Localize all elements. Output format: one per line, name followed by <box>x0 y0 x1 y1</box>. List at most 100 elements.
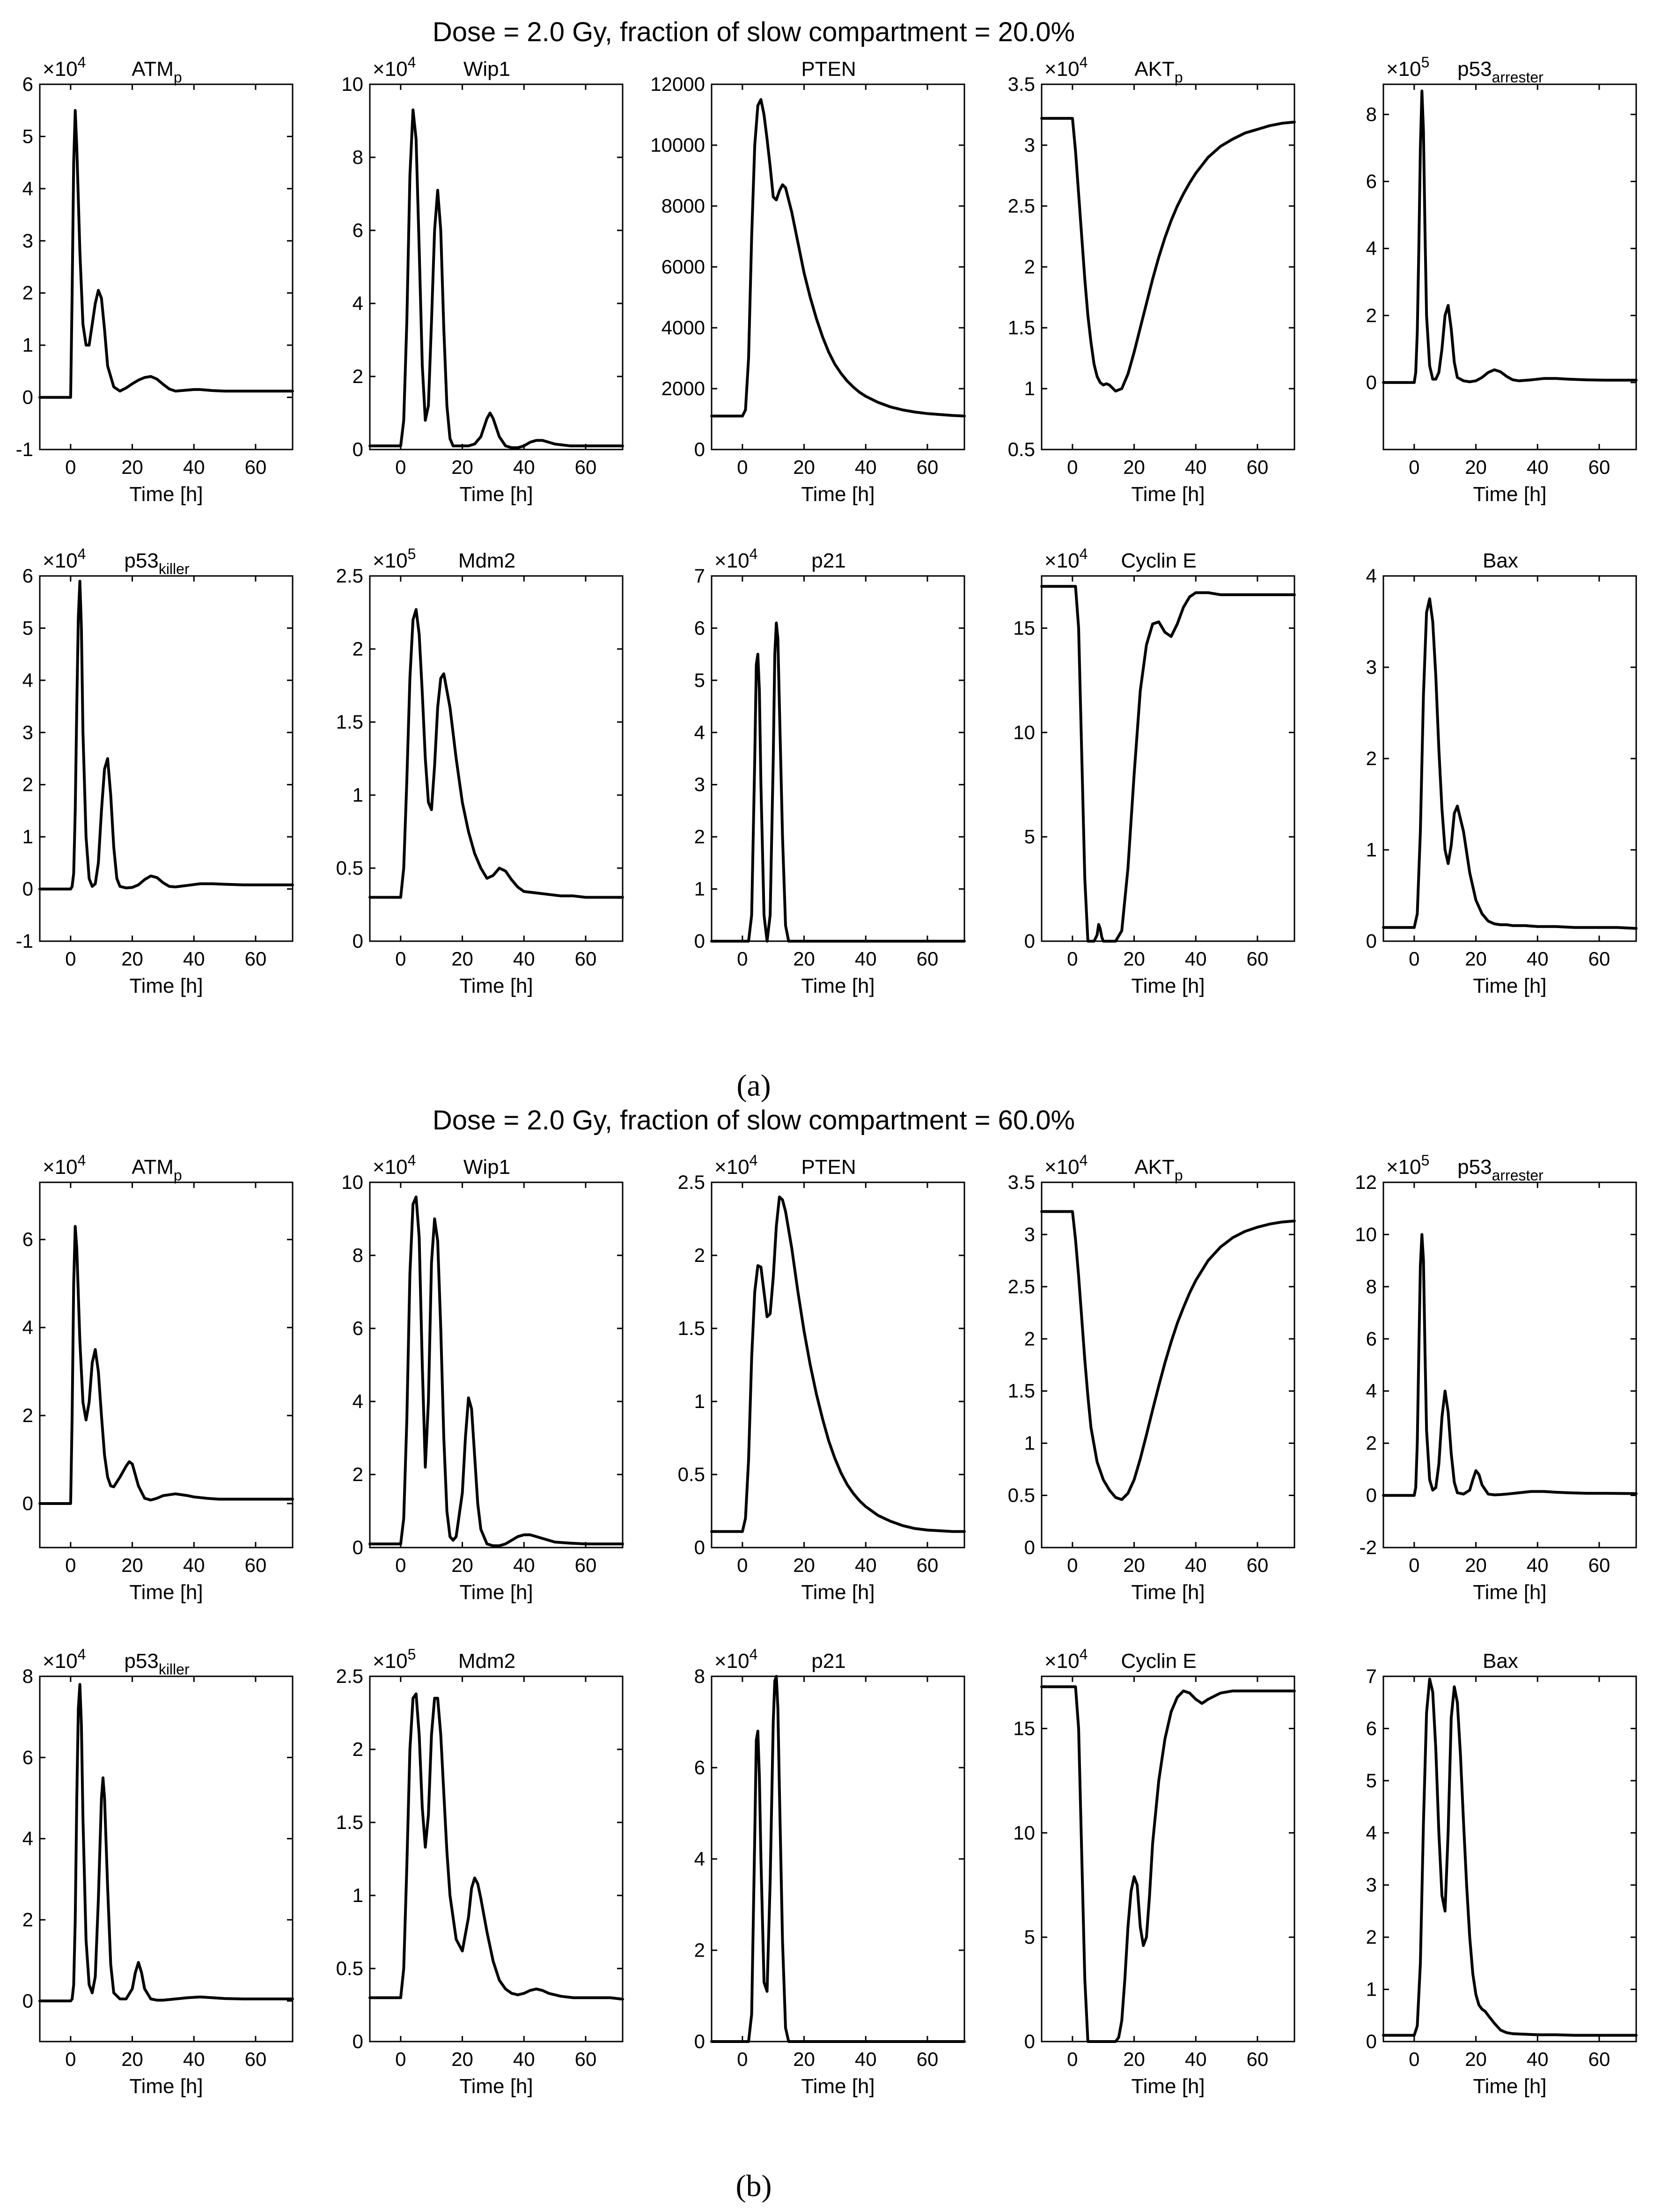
x-tick-label: 20 <box>121 948 143 970</box>
y-tick-label: 6 <box>1366 1717 1377 1739</box>
exponent-label: ×104 <box>1044 54 1088 81</box>
x-axis-label: Time [h] <box>129 483 203 506</box>
x-tick-label: 20 <box>1465 456 1487 478</box>
y-tick-label: 6 <box>22 1746 33 1768</box>
x-tick-label: 0 <box>1067 2048 1078 2070</box>
exponent-label: ×104 <box>1044 546 1088 572</box>
y-tick-label: 1 <box>694 1390 705 1412</box>
x-tick-label: 40 <box>513 1554 535 1576</box>
x-tick-label: 60 <box>1247 2048 1269 2070</box>
x-tick-label: 60 <box>1588 948 1610 970</box>
axes-frame <box>711 1675 965 2042</box>
x-tick-label: 40 <box>183 2048 205 2070</box>
x-tick-label: 60 <box>575 948 597 970</box>
y-tick-label: 2.5 <box>336 565 363 587</box>
series-line <box>710 1195 966 1533</box>
y-tick-label: 0 <box>353 2030 363 2052</box>
axes-frame <box>369 1181 624 1548</box>
exponent-label: ×105 <box>1386 1152 1429 1179</box>
y-tick-label: 1 <box>22 826 33 848</box>
x-tick-label: 40 <box>1185 456 1207 478</box>
y-tick-label: 2 <box>1366 747 1377 769</box>
y-tick-label: 3.5 <box>1008 1171 1035 1193</box>
y-tick-label: 5 <box>22 617 33 639</box>
y-tick-label: 1 <box>353 784 363 806</box>
x-axis-label: Time [h] <box>129 2075 203 2098</box>
subplot-a-2: 0 2 4 6 8 10 0 20 40 60 Time [h] Wip1 ×104 <box>341 54 624 506</box>
series-line <box>1382 1233 1638 1497</box>
y-tick-label: 4 <box>22 1316 33 1338</box>
subplot-a-3: 0 2000 4000 6000 8000 10000 12000 0 20 40 60 Time [… <box>650 58 966 506</box>
y-tick-label: 8 <box>694 1665 705 1687</box>
x-tick-label: 20 <box>121 456 143 478</box>
y-tick-label: 12000 <box>650 73 705 95</box>
x-axis-label: Time [h] <box>1131 483 1205 506</box>
y-tick-label: 0.5 <box>678 1463 705 1485</box>
axes-frame <box>1041 83 1295 450</box>
y-tick-label: 0 <box>22 1990 33 2012</box>
y-tick-label: 6 <box>694 1756 705 1778</box>
x-tick-label: 40 <box>183 948 205 970</box>
y-tick-label: 4 <box>694 721 705 743</box>
y-tick-label: 2 <box>1366 1432 1377 1454</box>
x-tick-label: 20 <box>1465 1554 1487 1576</box>
y-tick-label: 3 <box>1024 1223 1035 1245</box>
x-tick-label: 60 <box>245 456 267 478</box>
x-axis-label: Time [h] <box>801 2075 875 2098</box>
y-tick-label: 2.5 <box>336 1665 363 1687</box>
x-axis-label: Time [h] <box>1473 1581 1546 1604</box>
exponent-label: ×104 <box>714 1646 757 1673</box>
x-tick-label: 60 <box>1588 456 1610 478</box>
series-line <box>1040 1685 1296 2043</box>
series-line <box>1382 597 1638 930</box>
y-tick-label: 2000 <box>661 377 705 399</box>
y-tick-label: 3 <box>22 229 33 251</box>
x-tick-label: 40 <box>855 2048 877 2070</box>
series-line <box>38 1683 294 2003</box>
exponent-label: ×104 <box>1044 1646 1088 1673</box>
subplot-title: Bax <box>1483 549 1518 572</box>
y-tick-label: 2.5 <box>678 1171 705 1193</box>
x-axis-label: Time [h] <box>129 974 203 997</box>
x-tick-label: 40 <box>513 2048 535 2070</box>
exponent-label: ×105 <box>373 1646 416 1673</box>
y-tick-label: 0 <box>353 1536 363 1558</box>
series-line <box>1040 1210 1296 1501</box>
subplot-title: Cyclin E <box>1121 1650 1196 1673</box>
panel-a: Dose = 2.0 Gy, fraction of slow compartm… <box>433 17 1075 1103</box>
y-tick-label: 2 <box>353 1463 363 1485</box>
subplot-b-5: -2 0 2 4 6 8 10 12 0 20 40 60 Time [h] p53arrester ×10… <box>1355 1152 1638 1604</box>
x-tick-label: 60 <box>575 2048 597 2070</box>
x-tick-label: 20 <box>1123 2048 1145 2070</box>
x-tick-label: 20 <box>451 948 473 970</box>
y-tick-label: 0 <box>694 438 705 460</box>
x-tick-label: 60 <box>917 2048 939 2070</box>
subplot-a-4: 0.5 1 1.5 2 2.5 3 3.5 0 20 40 60 Time [h] AKTp ×104 <box>1008 54 1296 506</box>
y-tick-label: 0 <box>353 930 363 952</box>
y-tick-label: 0.5 <box>336 857 363 879</box>
y-tick-label: 4 <box>1366 1380 1377 1402</box>
x-tick-label: 40 <box>855 948 877 970</box>
y-tick-label: 2 <box>22 282 33 304</box>
axes-frame <box>1041 1181 1295 1548</box>
x-tick-label: 40 <box>1527 1554 1549 1576</box>
subplot-b-7: 0 0.5 1 1.5 2 2.5 0 20 40 60 Time [h] Mdm2 ×105 <box>336 1646 624 2098</box>
y-tick-label: 1.5 <box>336 711 363 733</box>
panel-a-title: Dose = 2.0 Gy, fraction of slow compartm… <box>433 17 1075 47</box>
x-axis-label: Time [h] <box>459 483 533 506</box>
y-tick-label: 0 <box>694 2030 705 2052</box>
series-line <box>368 608 624 899</box>
y-tick-label: 4 <box>1366 565 1377 587</box>
x-tick-label: 60 <box>917 456 939 478</box>
x-tick-label: 40 <box>513 948 535 970</box>
y-tick-label: 7 <box>694 565 705 587</box>
x-tick-label: 60 <box>1247 456 1269 478</box>
subplot-title: AKTp <box>1134 1156 1183 1184</box>
x-tick-label: 20 <box>1465 2048 1487 2070</box>
x-tick-label: 60 <box>1247 1554 1269 1576</box>
x-tick-label: 40 <box>1527 2048 1549 2070</box>
y-tick-label: 8 <box>22 1665 33 1687</box>
series-line <box>710 1675 966 2043</box>
subplot-a-8: 0 1 2 3 4 5 6 7 0 20 40 60 Time [h] p21 ×104 <box>694 546 966 997</box>
